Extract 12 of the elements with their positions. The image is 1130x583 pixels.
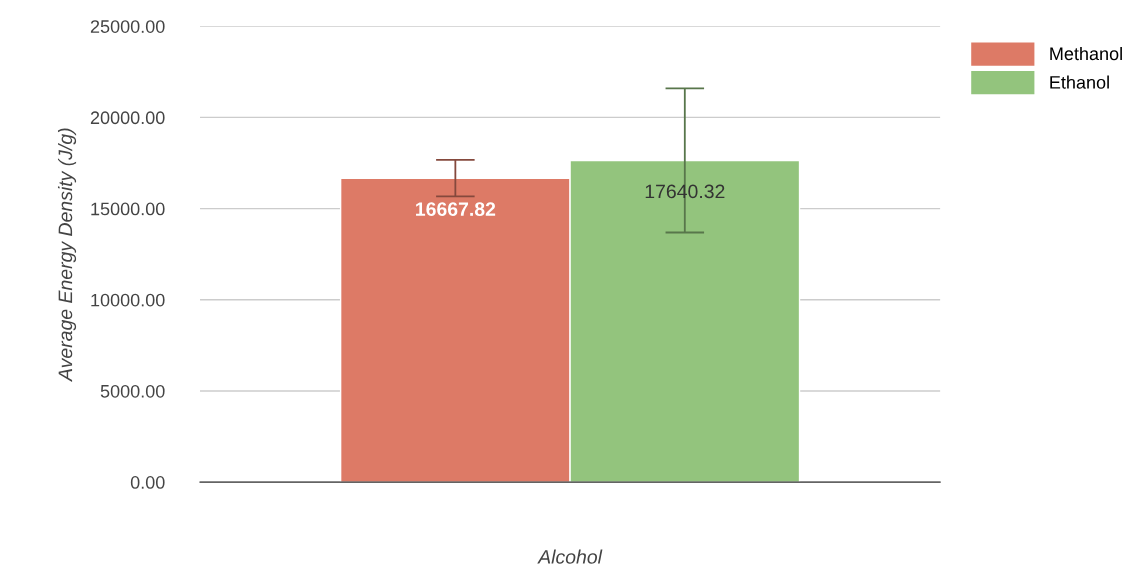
x-axis-title: Alcohol [537,549,603,564]
y-tick-label: 0.00 [130,476,165,489]
y-tick-label: 25000.00 [90,20,165,33]
data-label: 16667.82 [416,202,496,217]
y-tick-label: 15000.00 [91,202,165,216]
y-tick-label: 10000.00 [91,293,165,307]
y-axis-title: Average Energy Density (J/g) [57,128,77,382]
legend-label: Ethanol [1050,75,1109,89]
y-tick-label: 20000.00 [90,111,165,125]
y-tick-label: 5000.00 [100,384,165,398]
legend-label: Methanol [1050,46,1122,61]
data-label: 17640.32 [645,184,725,199]
